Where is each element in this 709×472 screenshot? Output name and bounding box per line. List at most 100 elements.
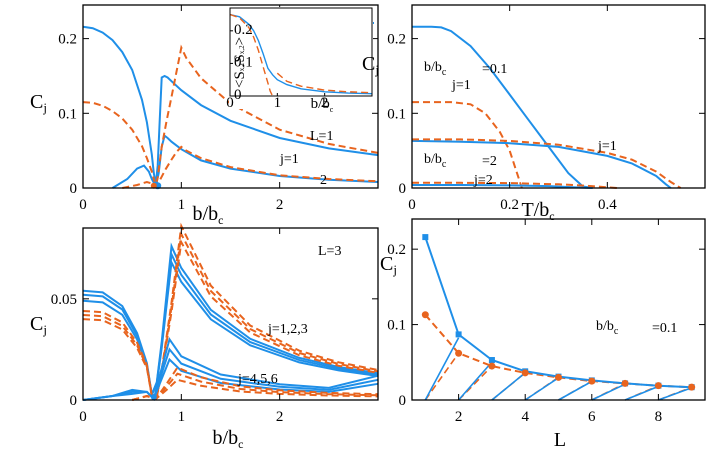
inset-series-1 [229,13,274,97]
inset-background [229,7,373,109]
panel-top-left: 01200.10.2Cjb/bcL=1j=12ExactCMF01200.10.… [30,4,379,227]
x-tick-label: 0 [79,197,87,213]
y-tick-label: 0 [399,393,407,409]
series-exact-upper-2 [82,258,379,399]
annotation-j123: j=1,2,3 [267,322,308,337]
series-exact-rise-8 [658,387,692,401]
annotation-j1: j=1 [279,152,299,167]
y-tick-label: 0.1 [387,106,406,122]
y-axis-title: Cj [362,53,379,77]
series-exact-rise-4 [524,377,559,401]
data-marker-cmf [521,369,529,377]
plot-frame [411,4,706,189]
series-cmf-rise-1 [424,352,460,401]
annotation-j1: j=1 [451,78,471,93]
y-axis-title: Cj [30,313,47,337]
inset-y-tick-label: 0.1 [234,54,253,70]
y-axis-title: Cj [380,253,397,277]
series-exact-0 [412,25,593,189]
series-cmf-3 [122,145,379,189]
series-exact-rise-6 [591,383,626,401]
series-cmf-1 [412,101,523,189]
data-marker-cmf [654,382,662,390]
y-tick-label: 0.1 [58,106,77,122]
inset-series-2 [276,72,373,94]
x-tick-label: 4 [521,409,529,425]
inset-y-title: <Sx,1Sx,2> [232,37,248,88]
data-marker-cmf [455,349,463,357]
data-marker-cmf [421,311,429,319]
x-axis-title: b/bc [213,427,244,451]
series-exact-rise-7 [624,385,659,401]
annotation-j2: j=2 [473,173,493,188]
series-exact-2 [411,139,672,189]
data-marker [150,393,157,400]
y-tick-label: 0.1 [387,318,406,334]
y-tick-label: 0.2 [387,32,406,48]
annotation-j2: 2 [320,173,327,188]
series-exact-lower-1 [82,347,379,401]
annotation-b2-value: =2 [482,154,497,169]
inset-x-title: b/bc [311,96,334,114]
data-marker-cmf [621,379,629,387]
x-tick-label: 2 [276,197,284,213]
inset-y-tick-label: 0.2 [234,22,253,38]
series-cmf-lower-2 [131,378,379,401]
y-axis-title: Cj [30,91,47,115]
data-marker-exact [455,331,462,338]
series-cmf-5 [412,181,618,189]
y-tick-label: 0.2 [387,242,406,258]
data-marker-cmf [588,377,596,385]
series-exact-upper-0 [82,242,379,399]
annotation-L1: L=1 [310,129,333,144]
annotation-b01: b/bc [424,60,447,78]
series-cmf-lower-0 [131,366,379,401]
x-tick-label: 0.4 [598,197,617,213]
data-marker-exact [488,357,495,364]
x-axis-title: T/bc [521,199,554,223]
y-tick-label: 0 [70,181,78,197]
inset-x-tick-label: 2 [321,95,329,111]
series-exact-rise-3 [491,372,526,401]
panel-top-right: 0 0.2 0.4 0 0.1 0.2 Cj T/bc b/bc =0.1 j=1 b/bc =2 j=2… [362,4,706,223]
data-marker-cmf [555,373,562,381]
inset-x-tick-label: 1 [274,95,282,111]
data-marker [150,182,157,189]
data-marker-cmf [688,383,696,391]
annotation-b2: b/bc [424,152,447,170]
x-tick-label: 8 [655,409,663,425]
annotation-b01-value: =0.1 [652,321,677,336]
x-tick-label: 1 [178,409,186,425]
data-marker-cmf [488,362,496,370]
x-tick-label: 0 [79,409,87,425]
x-tick-label: 1 [178,197,186,213]
y-tick-label: 0 [70,393,78,409]
inset-series-0 [229,13,373,95]
annotation-b01-value: =0.1 [482,62,507,77]
y-tick-label: 0 [399,181,407,197]
x-tick-label: 0.2 [500,197,519,213]
inset-x-tick-label: 0 [226,95,234,111]
x-axis-title: L [554,429,566,451]
annotation-j456: j=4,5,6 [237,372,278,387]
y-tick-label: 0.2 [58,32,77,48]
series-cmf-2 [82,44,379,189]
x-tick-label: 2 [276,409,284,425]
series-cmf-lower-1 [131,372,379,401]
plot-frame [82,4,379,189]
data-marker-exact [422,234,429,241]
inset-y-tick-label: 0 [234,87,242,103]
y-tick-label: 0.05 [51,292,77,308]
annotation-j1-right: j=1 [597,139,617,154]
x-axis-title: b/bc [193,203,224,227]
series-cmf-rise-2 [458,365,493,401]
plot-frame [411,218,706,401]
series-exact-rise-2 [457,361,493,401]
series-exact-rise-5 [558,380,593,401]
annotation-L3: L=3 [318,244,341,259]
series-exact-0 [82,25,379,185]
series-exact-envelope [424,236,692,389]
x-tick-label: 0 [408,197,416,213]
x-tick-label: 6 [588,409,596,425]
